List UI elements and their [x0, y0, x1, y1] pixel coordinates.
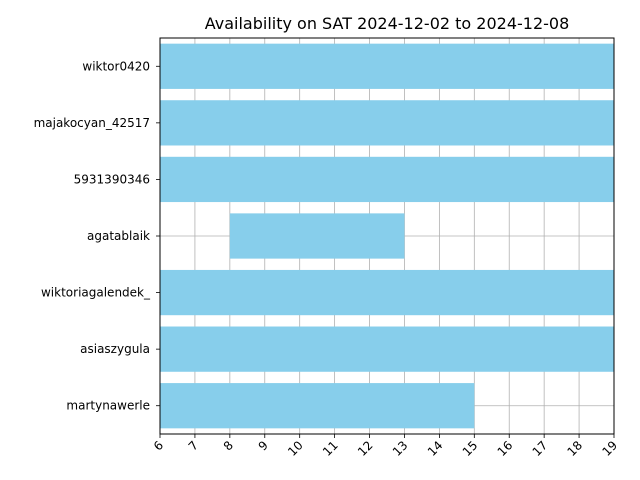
x-tick-label: 7 — [186, 438, 201, 453]
bar-agatablaik — [229, 213, 405, 259]
bar-5931390346 — [160, 156, 614, 203]
y-tick-label: agatablaik — [87, 229, 150, 243]
x-tick-label: 18 — [564, 438, 585, 459]
y-axis-ticks: wiktor0420 majakocyan_42517 5931390346 agat… — [34, 59, 160, 413]
x-tick-label: 14 — [425, 438, 446, 459]
chart-title: Availability on SAT 2024-12-02 to 2024-1… — [205, 14, 570, 33]
y-tick-label: asiaszygula — [80, 342, 150, 356]
x-tick-label: 15 — [460, 438, 481, 459]
x-tick-label: 11 — [320, 438, 341, 459]
bar-majakocyan_42517 — [160, 100, 614, 146]
y-tick-label: wiktoriagalendek_ — [41, 286, 151, 300]
x-tick-label: 6 — [151, 438, 166, 453]
x-tick-label: 12 — [355, 438, 376, 459]
x-tick-label: 17 — [530, 438, 551, 459]
x-tick-label: 13 — [390, 438, 411, 459]
bar-martynawerle — [160, 383, 475, 429]
x-tick-label: 16 — [495, 438, 516, 459]
x-tick-label: 8 — [221, 438, 236, 453]
y-tick-label: 5931390346 — [74, 172, 150, 186]
y-tick-label: majakocyan_42517 — [34, 116, 150, 130]
bars — [160, 43, 614, 429]
bar-wiktor0420 — [160, 43, 614, 89]
y-tick-label: martynawerle — [66, 399, 150, 413]
x-tick-label: 10 — [285, 438, 306, 459]
x-axis-ticks: 6 7 8 9 10 11 12 13 14 15 16 17 18 19 — [151, 434, 620, 459]
x-tick-label: 9 — [256, 438, 271, 453]
bar-wiktoriagalendek_ — [160, 269, 614, 316]
y-tick-label: wiktor0420 — [82, 59, 150, 73]
x-tick-label: 19 — [599, 438, 620, 459]
plot-frame — [159, 37, 615, 435]
bar-asiaszygula — [160, 326, 614, 372]
